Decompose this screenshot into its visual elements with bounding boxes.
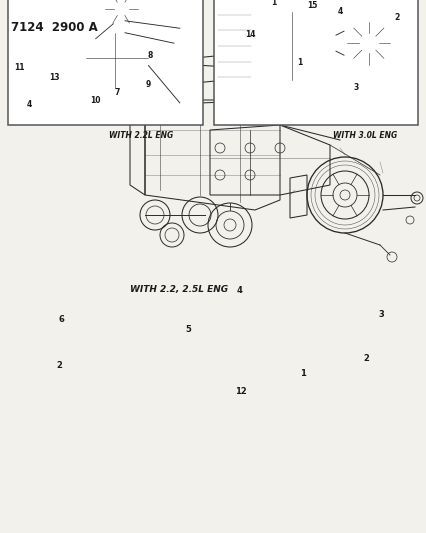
- Text: 1: 1: [296, 58, 302, 67]
- FancyBboxPatch shape: [214, 0, 417, 125]
- Text: 9: 9: [146, 80, 151, 90]
- Text: 3: 3: [377, 310, 383, 319]
- Text: 4: 4: [337, 6, 342, 15]
- Text: 8: 8: [147, 51, 153, 60]
- Text: WITH 2.2, 2.5L ENG: WITH 2.2, 2.5L ENG: [130, 285, 228, 294]
- Text: 1: 1: [299, 369, 305, 377]
- Text: 15: 15: [306, 1, 317, 10]
- Text: 12: 12: [235, 387, 247, 396]
- Text: 2: 2: [394, 13, 399, 22]
- Text: 13: 13: [49, 73, 60, 82]
- Text: 6: 6: [59, 316, 65, 324]
- FancyBboxPatch shape: [8, 0, 203, 125]
- Text: 2: 2: [363, 354, 368, 362]
- Text: WITH 2.2L ENG: WITH 2.2L ENG: [108, 131, 173, 140]
- Text: 1: 1: [270, 0, 275, 7]
- Text: 4: 4: [236, 286, 242, 295]
- Text: 4: 4: [26, 100, 32, 109]
- Text: 11: 11: [14, 62, 25, 71]
- Text: 3: 3: [353, 84, 358, 92]
- Text: 14: 14: [244, 30, 255, 39]
- Text: 10: 10: [90, 96, 101, 105]
- Text: 7: 7: [114, 88, 120, 97]
- Text: 5: 5: [184, 325, 190, 334]
- Text: 2: 2: [57, 361, 63, 369]
- Text: WITH 3.0L ENG: WITH 3.0L ENG: [332, 131, 396, 140]
- Text: 7124  2900 A: 7124 2900 A: [11, 21, 97, 34]
